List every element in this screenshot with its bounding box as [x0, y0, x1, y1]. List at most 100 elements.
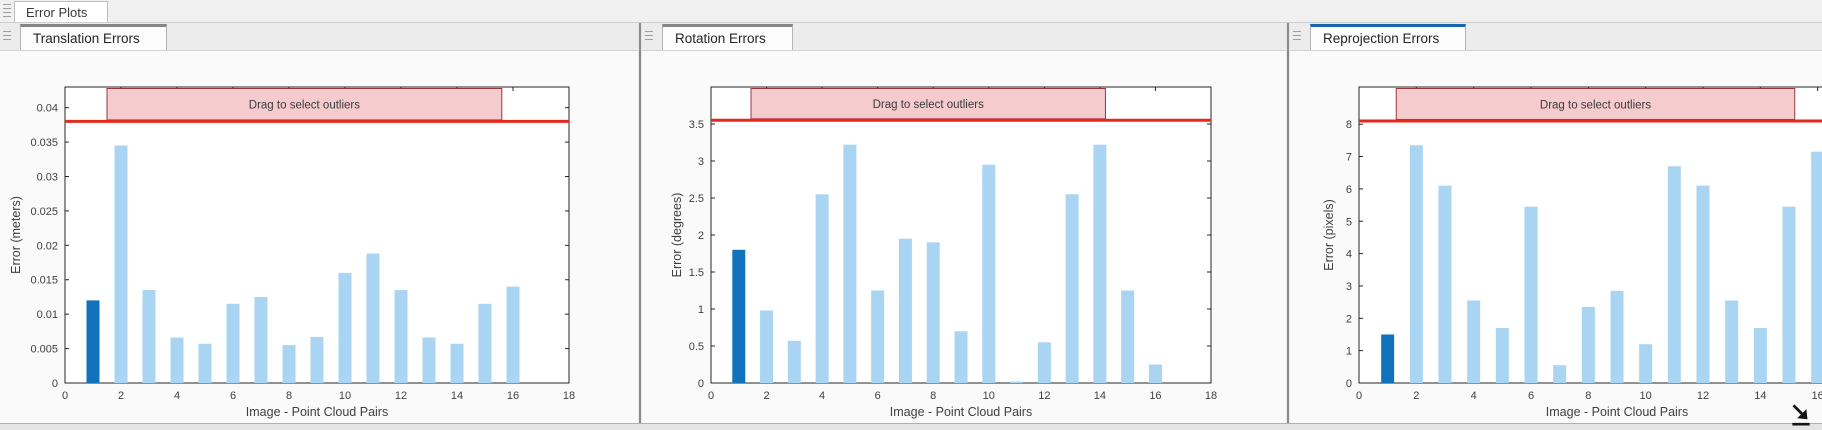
error-bar[interactable]	[871, 290, 885, 384]
x-tick-label: 16	[1149, 390, 1161, 402]
error-bar[interactable]	[1524, 206, 1538, 383]
error-bar[interactable]	[1409, 145, 1423, 383]
error-bar[interactable]	[1148, 364, 1162, 384]
error-bar[interactable]	[898, 238, 912, 383]
y-tick-label: 3.5	[689, 119, 704, 131]
error-bar[interactable]	[1782, 206, 1796, 383]
x-tick-label: 14	[451, 390, 463, 402]
error-bar[interactable]	[394, 290, 408, 383]
x-tick-label: 0	[1356, 390, 1362, 402]
x-tick-label: 6	[1528, 390, 1534, 402]
y-tick-label: 0.01	[37, 309, 58, 321]
drag-grip-icon[interactable]	[3, 31, 11, 42]
error-bar[interactable]	[1581, 306, 1595, 383]
drag-grip-icon[interactable]	[3, 4, 11, 18]
x-tick-label: 12	[395, 390, 407, 402]
reprojection-errors-chart: 024681012141618012345678Drag to select o…	[1290, 51, 1822, 425]
y-tick-label: 1.5	[689, 267, 704, 279]
error-bar[interactable]	[254, 296, 268, 383]
panel-divider[interactable]	[638, 23, 642, 425]
error-bar[interactable]	[982, 164, 996, 383]
error-bar[interactable]	[1811, 151, 1822, 383]
error-bar[interactable]	[732, 249, 746, 383]
x-tick-label: 0	[708, 390, 714, 402]
y-tick-label: 0	[698, 378, 704, 390]
error-bar[interactable]	[1610, 290, 1624, 383]
x-tick-label: 18	[563, 390, 575, 402]
tab-rotation-errors-label: Rotation Errors	[675, 31, 766, 46]
banner-label: Drag to select outliers	[873, 99, 984, 111]
error-bar[interactable]	[478, 303, 492, 383]
dock-arrow-icon[interactable]	[1786, 401, 1816, 429]
drag-grip-icon[interactable]	[1293, 31, 1301, 42]
drag-grip-icon[interactable]	[645, 31, 653, 42]
error-bar[interactable]	[422, 337, 436, 383]
panel-rotation-errors: Rotation Errors 0 2 4 6 8 10 12 14 16 18 0 0.5 1 1.5 2…	[642, 23, 1286, 425]
x-tick-label: 2	[1413, 390, 1419, 402]
y-tick-label: 1	[1346, 346, 1352, 358]
error-bar[interactable]	[282, 345, 296, 383]
window-bottom-edge	[0, 423, 1822, 430]
error-bar[interactable]	[1037, 342, 1051, 383]
error-bar[interactable]	[170, 337, 184, 383]
y-tick-label: 0.025	[30, 206, 58, 218]
error-bar[interactable]	[1667, 166, 1681, 383]
y-tick-label: 4	[1346, 249, 1352, 261]
error-bar[interactable]	[226, 303, 240, 383]
drag-select-outliers-banner[interactable]	[1395, 88, 1796, 120]
error-bar[interactable]	[1381, 334, 1395, 383]
tab-reprojection-errors[interactable]: Reprojection Errors	[1310, 24, 1467, 50]
error-bar[interactable]	[338, 272, 352, 383]
error-bar[interactable]	[1696, 185, 1710, 383]
error-bar[interactable]	[310, 336, 324, 383]
error-bar[interactable]	[1553, 365, 1567, 383]
panels-row: Translation Errors 0 2 4 6 8 10 12 14 16 18 0 0.005…	[0, 23, 1822, 425]
error-bar[interactable]	[142, 290, 156, 383]
error-bar[interactable]	[954, 331, 968, 383]
x-tick-label: 12	[1697, 390, 1709, 402]
error-bar[interactable]	[198, 343, 212, 383]
tab-translation-errors[interactable]: Translation Errors	[20, 24, 167, 50]
error-bar[interactable]	[1010, 381, 1024, 383]
tab-rotation-errors[interactable]: Rotation Errors	[662, 24, 793, 50]
x-tick-label: 18	[1205, 390, 1217, 402]
error-bar[interactable]	[1065, 194, 1079, 383]
error-bar[interactable]	[787, 340, 801, 383]
panel-divider[interactable]	[1286, 23, 1290, 425]
y-tick-label: 0.035	[30, 137, 58, 149]
error-bar[interactable]	[114, 145, 128, 383]
error-bar[interactable]	[1121, 290, 1135, 384]
x-tick-label: 10	[339, 390, 351, 402]
error-bar[interactable]	[1753, 328, 1767, 383]
error-bar[interactable]	[1438, 185, 1452, 383]
error-bar[interactable]	[1725, 300, 1739, 383]
error-bar[interactable]	[843, 144, 857, 383]
error-bar[interactable]	[366, 253, 380, 383]
y-tick-label: 0.04	[37, 103, 58, 115]
document-tab-bar: Error Plots	[0, 0, 1822, 23]
error-bar[interactable]	[1093, 144, 1107, 383]
drag-select-outliers-banner[interactable]	[750, 88, 1106, 120]
rotation-errors-chart: 0 2 4 6 8 10 12 14 16 18 0 0.5 1 1.5 2 2.5 3 3.5 Drag to s…	[642, 51, 1256, 425]
banner-label: Drag to select outliers	[249, 100, 360, 112]
error-bar[interactable]	[450, 343, 464, 383]
error-bar[interactable]	[760, 310, 774, 383]
rotation-tabbar: Rotation Errors	[642, 23, 1286, 51]
panel-translation-errors: Translation Errors 0 2 4 6 8 10 12 14 16 18 0 0.005…	[0, 23, 638, 425]
error-bar[interactable]	[1467, 300, 1481, 383]
error-bar[interactable]	[926, 242, 940, 383]
error-bar[interactable]	[506, 286, 520, 383]
tab-error-plots[interactable]: Error Plots	[14, 1, 109, 22]
x-tick-label: 4	[174, 390, 180, 402]
error-bar[interactable]	[86, 300, 100, 383]
error-bar[interactable]	[1639, 344, 1653, 383]
x-tick-label: 16	[507, 390, 519, 402]
error-bar[interactable]	[815, 194, 829, 383]
rotation-errors-chart-area: 0 2 4 6 8 10 12 14 16 18 0 0.5 1 1.5 2 2.5 3 3.5 Drag to s…	[642, 51, 1286, 425]
y-tick-label: 0.02	[37, 240, 58, 252]
banner-label: Drag to select outliers	[1540, 99, 1651, 111]
error-bar[interactable]	[1495, 328, 1509, 383]
drag-select-outliers-banner[interactable]	[106, 88, 503, 121]
y-tick-label: 2	[1346, 313, 1352, 325]
